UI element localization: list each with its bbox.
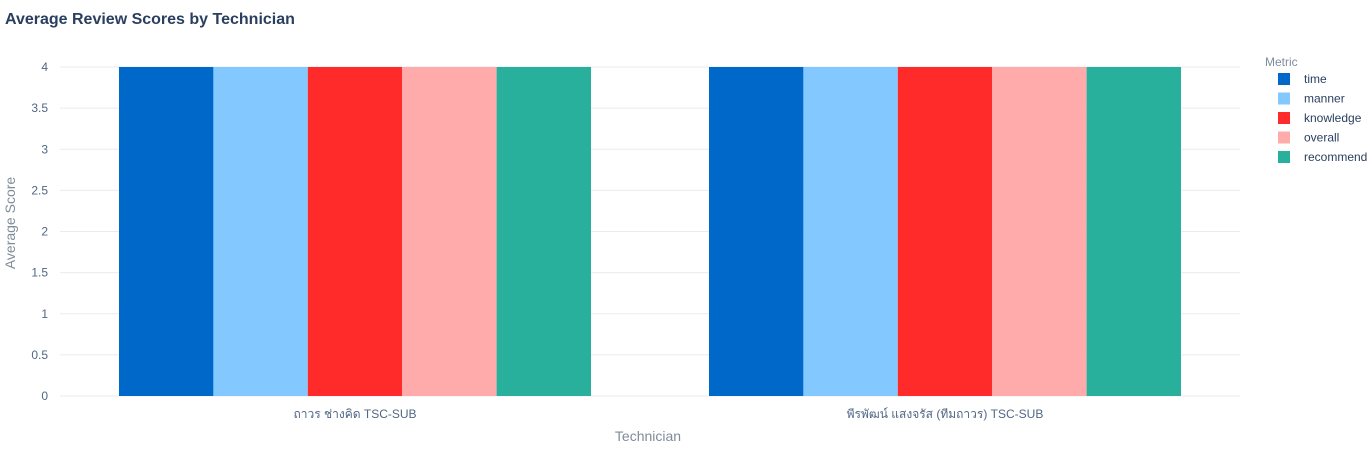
legend-label: knowledge (1304, 111, 1362, 125)
bar-time[interactable] (119, 67, 214, 396)
legend-swatch (1278, 112, 1290, 124)
legend-label: overall (1304, 131, 1339, 145)
y-tick-label: 3.5 (31, 101, 48, 115)
y-tick-label: 1.5 (31, 266, 48, 280)
legend-label: manner (1304, 92, 1345, 106)
bar-time[interactable] (709, 67, 804, 396)
legend-swatch (1278, 73, 1290, 85)
legend-item-knowledge[interactable]: knowledge (1278, 111, 1362, 125)
legend-item-manner[interactable]: manner (1278, 92, 1345, 106)
bar-overall[interactable] (992, 67, 1087, 396)
legend-label: time (1304, 72, 1327, 86)
bar-manner[interactable] (803, 67, 898, 396)
legend-swatch (1278, 151, 1290, 163)
bar-overall[interactable] (402, 67, 497, 396)
y-tick-label: 1 (41, 307, 48, 321)
x-tick-label: พีรพัฒน์ แสงจรัส (ทีมถาวร) TSC-SUB (847, 407, 1044, 421)
y-tick-label: 2 (41, 225, 48, 239)
bar-knowledge[interactable] (307, 67, 403, 396)
bars (119, 67, 1181, 396)
chart-title: Average Review Scores by Technician (5, 11, 295, 28)
legend-item-overall[interactable]: overall (1278, 131, 1339, 145)
legend-swatch (1278, 131, 1290, 144)
y-tick-label: 4 (41, 60, 48, 74)
legend-item-time[interactable]: time (1278, 72, 1327, 86)
legend-item-recommend[interactable]: recommend (1278, 150, 1367, 164)
bar-recommend[interactable] (1086, 67, 1181, 396)
x-axis-ticks: ถาวร ช่างคิด TSC-SUB พีรพัฒน์ แสงจรัส (ที… (293, 407, 1043, 421)
bar-recommend[interactable] (496, 67, 591, 396)
x-axis-title: Technician (615, 428, 681, 444)
y-tick-label: 0.5 (31, 348, 48, 362)
y-axis-ticks: 0 0.5 1 1.5 2 2.5 3 3.5 4 (31, 60, 48, 403)
legend[interactable]: Metric time manner knowledge overall recomme… (1265, 55, 1367, 164)
y-tick-label: 3 (41, 142, 48, 156)
legend-swatch (1278, 92, 1290, 105)
x-tick-label: ถาวร ช่างคิด TSC-SUB (293, 407, 416, 421)
bar-knowledge[interactable] (897, 67, 993, 396)
legend-title: Metric (1265, 55, 1298, 69)
y-axis-title: Average Score (2, 177, 18, 270)
legend-label: recommend (1304, 150, 1367, 164)
bar-manner[interactable] (213, 67, 308, 396)
y-tick-label: 0 (41, 389, 48, 403)
y-tick-label: 2.5 (31, 183, 48, 197)
